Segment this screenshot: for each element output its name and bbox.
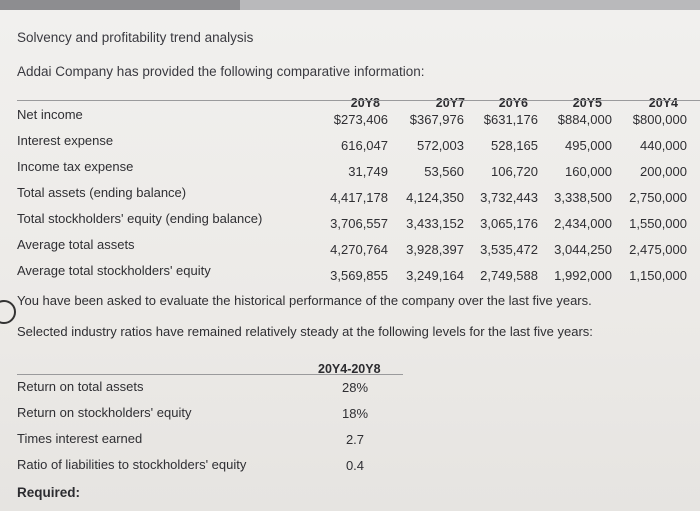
row-label-total-assets: Total assets (ending balance)	[17, 185, 187, 200]
selected-note: Selected industry ratios have remained r…	[17, 324, 593, 339]
table-cell: 4,124,350	[406, 190, 464, 205]
table-cell: 2,749,588	[480, 268, 538, 283]
table-cell: 3,249,164	[406, 268, 464, 283]
table-cell: 3,928,397	[406, 242, 464, 257]
required-heading: Required:	[17, 485, 81, 500]
table-cell: $884,000	[557, 112, 612, 127]
ratio-value: 28%	[341, 380, 369, 395]
table-cell: $273,406	[333, 112, 388, 127]
table-cell: 3,569,855	[330, 268, 388, 283]
table-cell: 1,150,000	[629, 268, 687, 283]
year-header-5: 20Y4	[648, 96, 678, 110]
row-label-total-equity: Total stockholders' equity (ending balan…	[17, 211, 263, 226]
ratio-label-return-on-assets: Return on total assets	[17, 379, 144, 394]
evaluate-note: You have been asked to evaluate the hist…	[17, 293, 592, 308]
table-cell: 3,065,176	[480, 216, 538, 231]
table-cell: 1,992,000	[554, 268, 612, 283]
table-cell: 528,165	[491, 138, 538, 153]
browser-top-bar-light	[240, 0, 700, 10]
table-cell: $800,000	[632, 112, 687, 127]
table-cell: 4,270,764	[330, 242, 388, 257]
table-cell: 2,750,000	[629, 190, 687, 205]
industry-header-rule	[17, 374, 403, 375]
table-cell: 495,000	[565, 138, 612, 153]
industry-period-header: 20Y4-20Y8	[318, 362, 381, 376]
header-rule	[17, 100, 700, 101]
table-cell: 1,550,000	[629, 216, 687, 231]
table-cell: $631,176	[483, 112, 538, 127]
side-circle-icon	[0, 300, 16, 324]
year-header-4: 20Y5	[572, 96, 602, 110]
row-label-net-income: Net income	[17, 107, 83, 122]
table-cell: 53,560	[424, 164, 464, 179]
table-cell: 572,003	[417, 138, 464, 153]
ratio-value: 18%	[341, 406, 369, 421]
table-cell: 2,475,000	[629, 242, 687, 257]
table-cell: 4,417,178	[330, 190, 388, 205]
table-cell: 3,433,152	[406, 216, 464, 231]
ratio-value: 2.7	[345, 432, 365, 447]
year-header-3: 20Y6	[498, 96, 528, 110]
table-cell: 440,000	[640, 138, 687, 153]
row-label-interest-expense: Interest expense	[17, 133, 114, 148]
table-cell: 2,434,000	[554, 216, 612, 231]
row-label-avg-equity: Average total stockholders' equity	[17, 263, 211, 278]
ratio-label-liabilities-to-equity: Ratio of liabilities to stockholders' eq…	[17, 457, 247, 472]
table-cell: 616,047	[341, 138, 388, 153]
document-sheet: Solvency and profitability trend analysi…	[0, 10, 700, 511]
table-cell: 200,000	[640, 164, 687, 179]
ratio-label-return-on-equity: Return on stockholders' equity	[17, 405, 192, 420]
page-title: Solvency and profitability trend analysi…	[17, 30, 254, 45]
year-header-1: 20Y8	[350, 96, 380, 110]
table-cell: 3,732,443	[480, 190, 538, 205]
row-label-avg-assets: Average total assets	[17, 237, 135, 252]
intro-text: Addai Company has provided the following…	[17, 64, 425, 79]
table-cell: 160,000	[565, 164, 612, 179]
year-header-2: 20Y7	[435, 96, 465, 110]
table-cell: 3,338,500	[554, 190, 612, 205]
ratio-label-times-interest: Times interest earned	[17, 431, 143, 446]
table-cell: 31,749	[348, 164, 388, 179]
table-cell: 3,044,250	[554, 242, 612, 257]
table-cell: 106,720	[491, 164, 538, 179]
table-cell: 3,706,557	[330, 216, 388, 231]
ratio-value: 0.4	[345, 458, 365, 473]
row-label-income-tax: Income tax expense	[17, 159, 134, 174]
table-cell: $367,976	[409, 112, 464, 127]
table-cell: 3,535,472	[480, 242, 538, 257]
